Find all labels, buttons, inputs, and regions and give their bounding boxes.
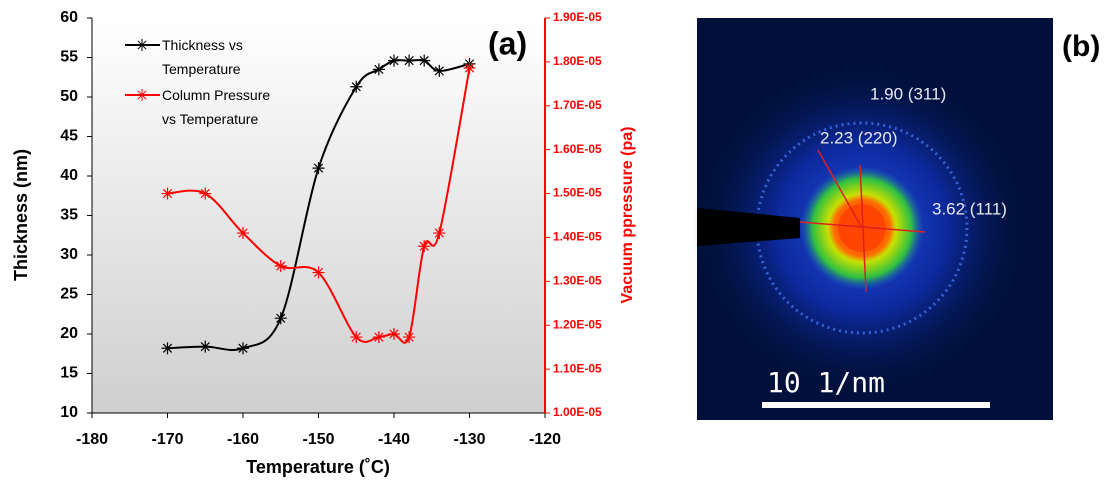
y-tick-label: 30 (60, 246, 78, 263)
chart: 10 15 20 25 30 35 40 45 50 55 60 -180 -170 -160 -150 -1… (11, 9, 636, 477)
y-tick-label: 25 (60, 286, 78, 303)
legend-label: Column Pressure vs Temperature (162, 87, 271, 127)
point-marker (274, 259, 287, 272)
y2-tick-label: 1.30E-05 (553, 274, 602, 288)
x-tick-label: -180 (76, 431, 108, 448)
legend-marker (136, 89, 148, 101)
y-tick-label: 45 (60, 128, 78, 145)
y2-tick-label: 1.80E-05 (553, 54, 602, 68)
x-tick-label: -130 (453, 431, 485, 448)
y2-tick-label: 1.60E-05 (553, 142, 602, 156)
point-marker (403, 331, 416, 344)
y-tick-label: 20 (60, 325, 78, 342)
point-marker (161, 187, 174, 200)
y-tick-label: 55 (60, 49, 78, 66)
y-tick-label: 60 (60, 9, 78, 26)
x-tick-label: -160 (227, 431, 259, 448)
y2-axis-title: Vacuum ppressure (pa) (619, 127, 636, 304)
x-axis-title: Temperature (˚C) (246, 457, 390, 477)
ring-marker (859, 164, 867, 293)
legend-marker (136, 39, 148, 51)
ring-marker (817, 149, 863, 229)
panel-label: (a) (488, 25, 527, 61)
panel-label: (b) (1062, 30, 1100, 63)
point-marker (199, 340, 212, 353)
x-tick-label: -140 (378, 431, 410, 448)
x-tick-label: -120 (529, 431, 561, 448)
x-tick-label: -170 (151, 431, 183, 448)
y2-tick-label: 1.40E-05 (553, 230, 602, 244)
diffraction-image: 1.90 (311) 2.23 (220) 3.62 (111) 10 1/nm (692, 18, 1053, 420)
plot-area (92, 18, 545, 413)
y2-tick-label: 1.10E-05 (553, 361, 602, 375)
y2-tick-label: 1.20E-05 (553, 317, 602, 331)
point-marker (388, 328, 400, 340)
y-tick-label: 50 (60, 88, 78, 105)
scale-bar-label: 10 1/nm (767, 366, 885, 399)
ring-label: 2.23 (220) (820, 128, 898, 147)
point-marker (199, 187, 212, 200)
y2-tick-label: 1.90E-05 (553, 10, 602, 24)
point-marker (237, 342, 249, 355)
point-marker (274, 312, 287, 325)
ring (755, 121, 969, 335)
point-marker (418, 54, 431, 67)
point-marker (463, 62, 476, 75)
point-marker (418, 240, 431, 253)
scale-bar (762, 402, 990, 408)
y-axis-title: Thickness (nm) (11, 149, 31, 281)
y2-tick-label: 1.50E-05 (553, 186, 602, 200)
ring-label: 1.90 (311) (870, 84, 946, 103)
point-marker (372, 63, 385, 76)
point-marker (433, 64, 446, 77)
beam-stop (697, 208, 800, 246)
ring-label: 3.62 (111) (932, 199, 1007, 218)
point-marker (433, 227, 446, 240)
legend-label: Thickness vs Temperature (162, 37, 243, 77)
y2-tick-label: 1.70E-05 (553, 98, 602, 112)
point-marker (350, 80, 363, 93)
x-tick-label: -150 (302, 431, 334, 448)
point-marker (312, 266, 325, 279)
point-marker (372, 331, 385, 344)
point-marker (350, 331, 363, 344)
point-marker (312, 162, 325, 175)
point-marker (161, 342, 174, 355)
y-tick-label: 40 (60, 167, 78, 184)
point-marker (237, 227, 249, 240)
point-marker (403, 54, 416, 67)
y-tick-label: 15 (60, 365, 78, 382)
point-marker (388, 54, 400, 67)
y-tick-label: 35 (60, 207, 78, 224)
y2-tick-label: 1.00E-05 (553, 405, 602, 419)
y-tick-label: 10 (60, 404, 78, 421)
